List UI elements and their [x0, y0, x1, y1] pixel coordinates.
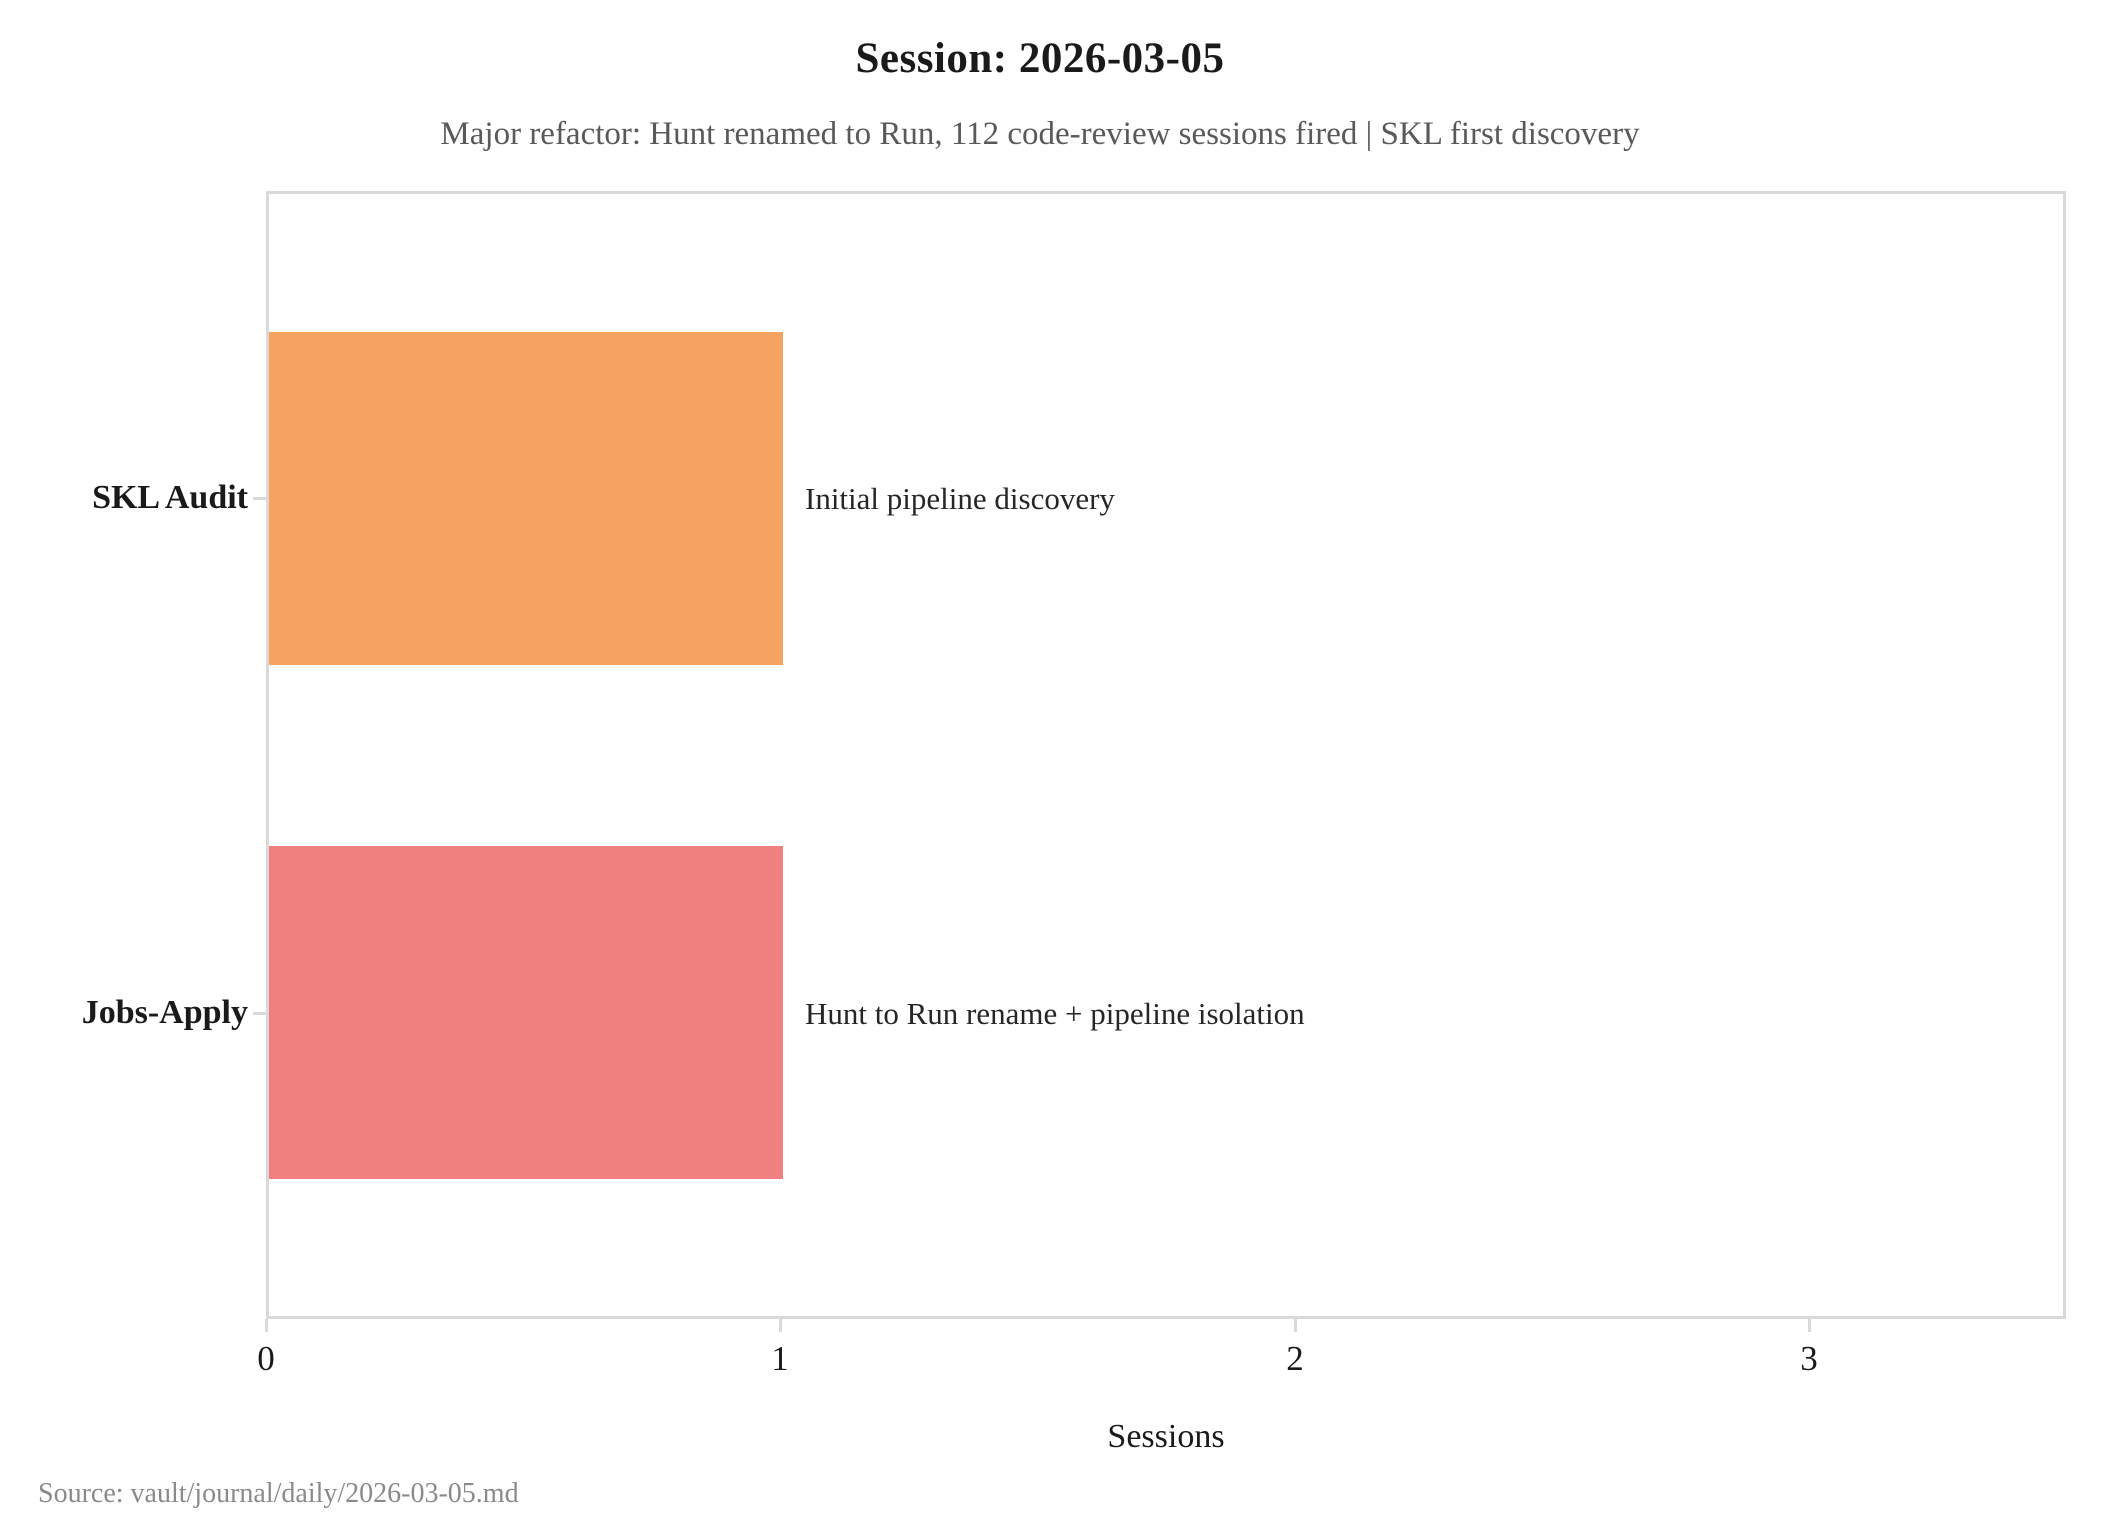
x-axis-tick-label: 3 [1800, 1339, 1818, 1378]
category-label: Jobs-Apply [81, 994, 248, 1031]
x-axis-label: Sessions [1107, 1418, 1225, 1455]
source-note: Source: vault/journal/daily/2026-03-05.m… [38, 1478, 519, 1509]
x-axis-tick-label: 0 [257, 1339, 275, 1378]
bar-value-label: Hunt to Run rename + pipeline isolation [805, 996, 1305, 1031]
category-label: SKL Audit [92, 479, 248, 516]
bar-skl-audit [269, 332, 783, 665]
x-axis-tick-label: 2 [1286, 1339, 1304, 1378]
bar-jobs-apply [269, 846, 783, 1179]
x-axis-tick [265, 1319, 268, 1332]
x-axis-tick [1808, 1319, 1811, 1332]
chart-title: Session: 2026-03-05 [855, 35, 1225, 82]
x-axis-tick-label: 1 [771, 1339, 789, 1378]
x-axis-tick [779, 1319, 782, 1332]
chart-subtitle: Major refactor: Hunt renamed to Run, 112… [440, 116, 1640, 152]
bar-value-label: Initial pipeline discovery [805, 481, 1115, 516]
x-axis-tick [1294, 1319, 1297, 1332]
y-axis-tick [253, 1012, 266, 1015]
y-axis-tick [253, 497, 266, 500]
